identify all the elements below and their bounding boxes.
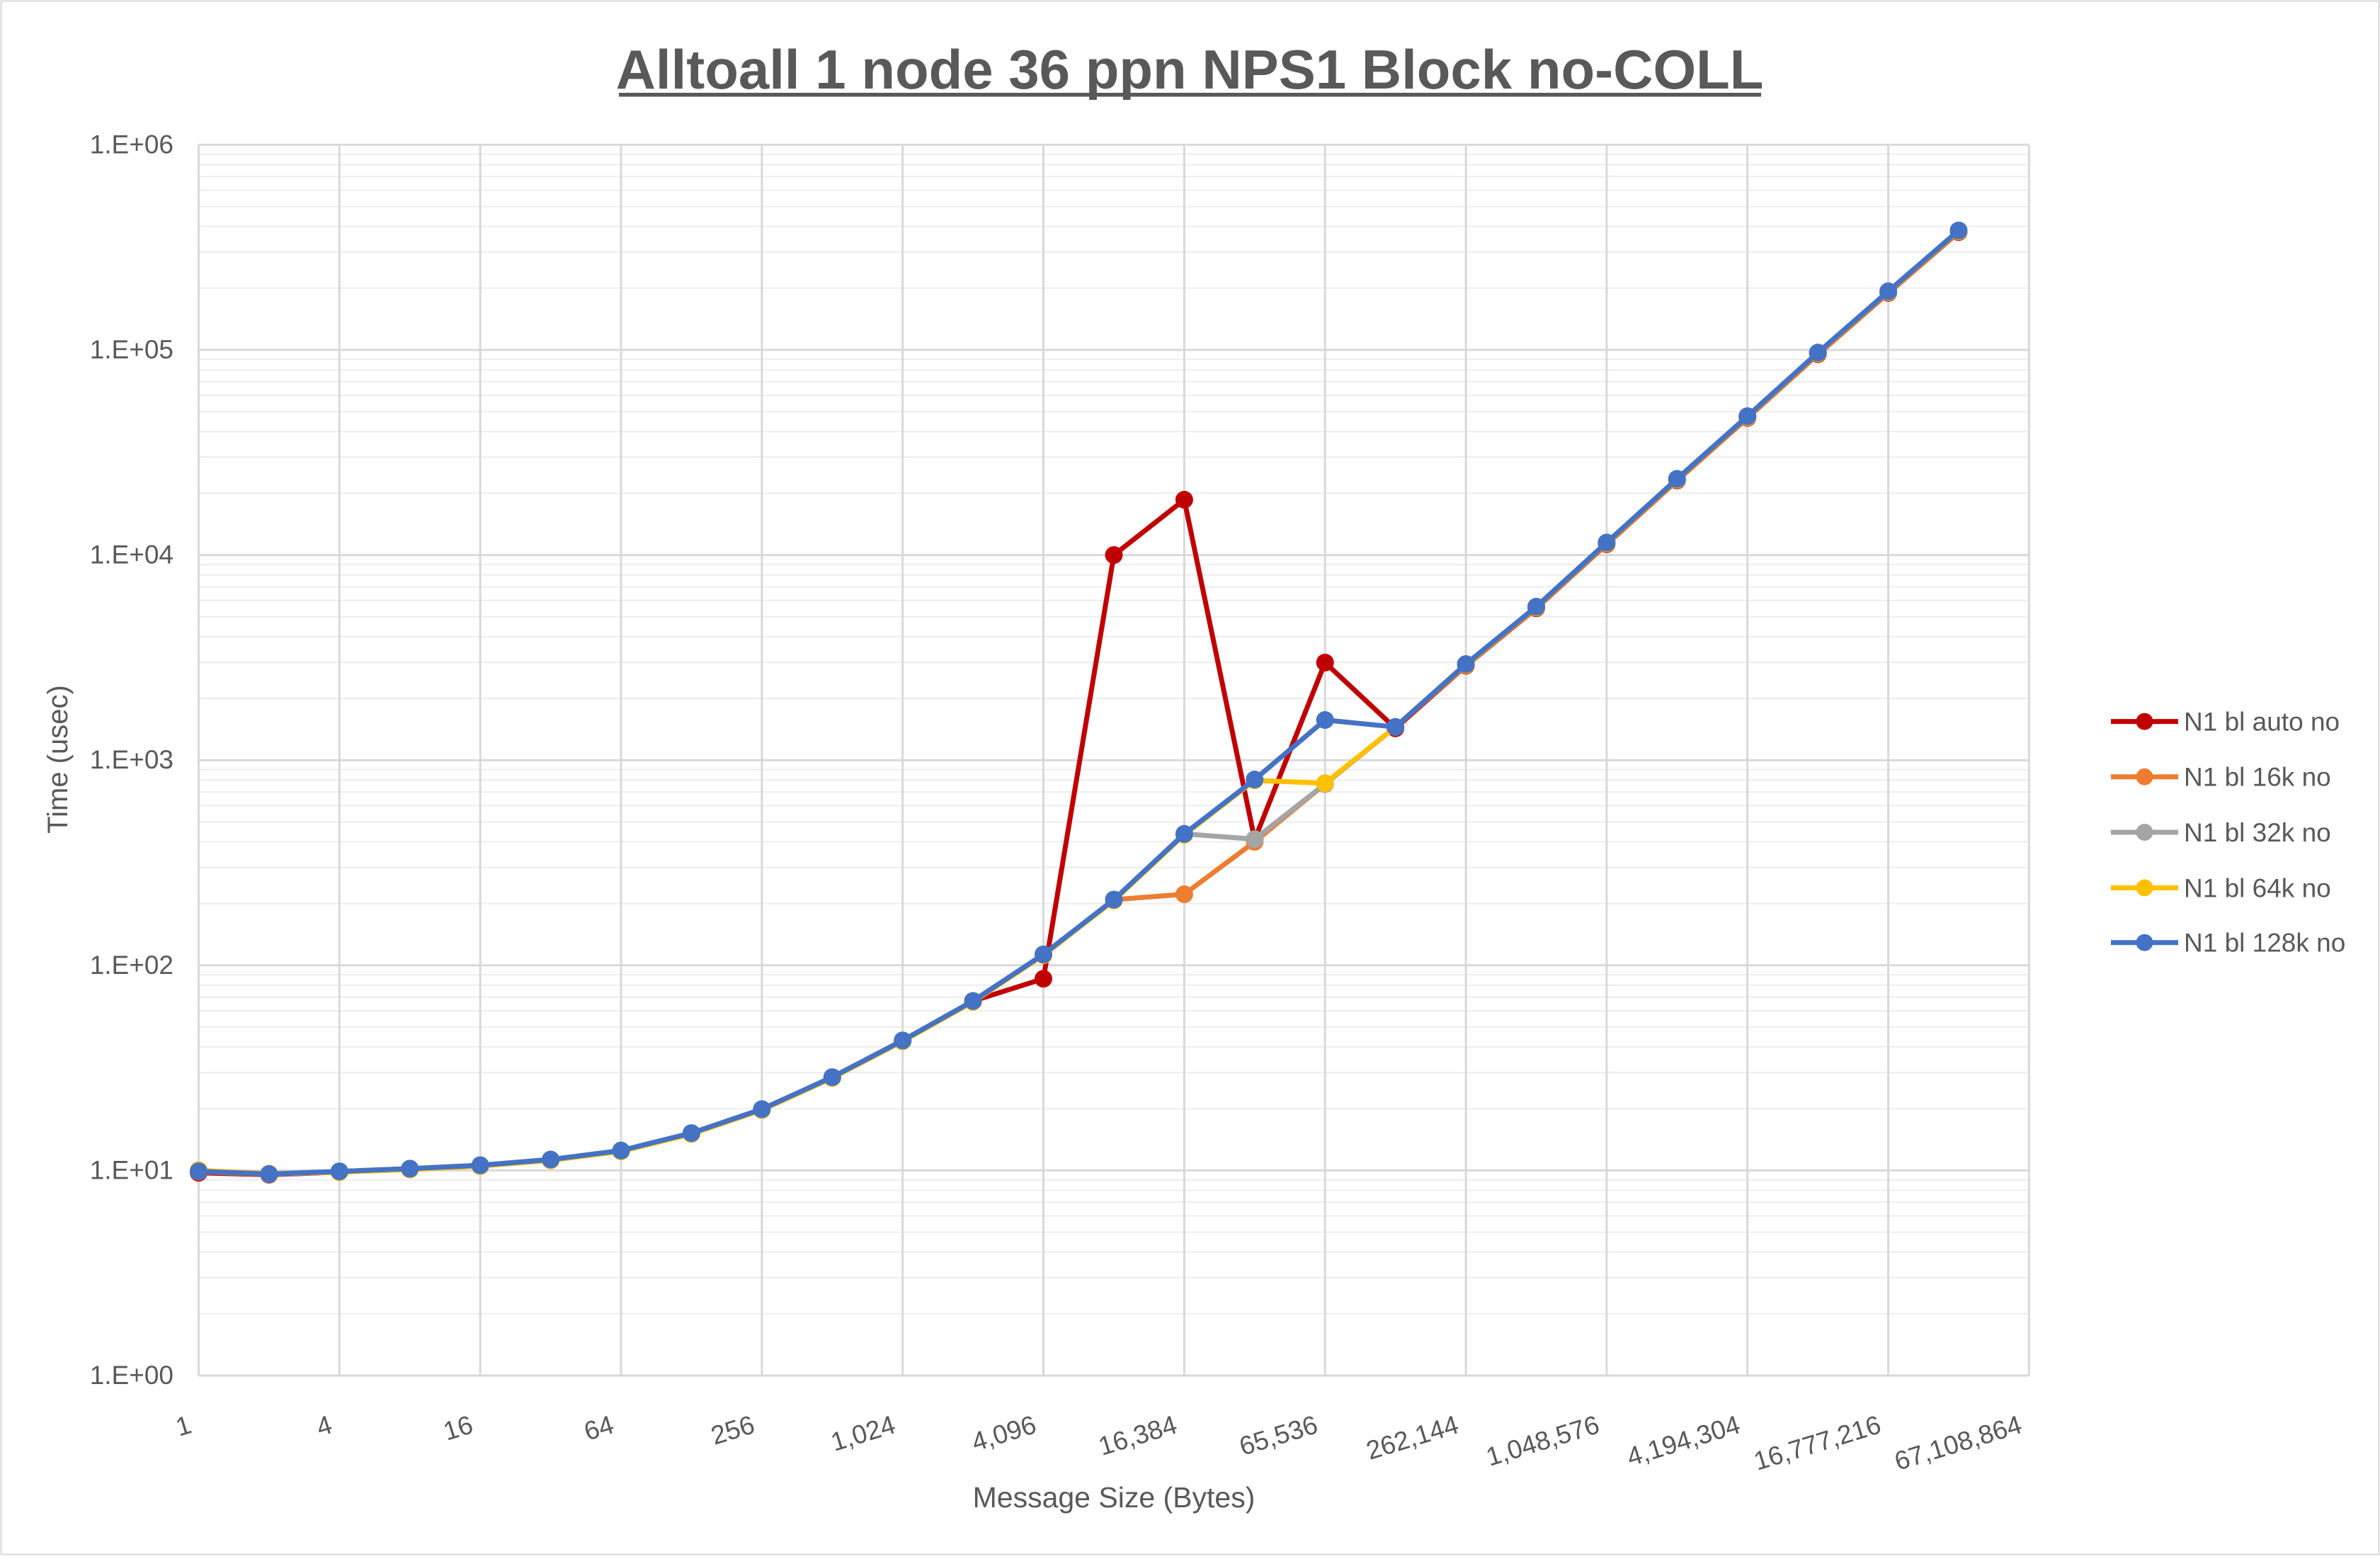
svg-text:N1 bl 64k no: N1 bl 64k no <box>2184 873 2331 902</box>
svg-text:Message Size (Bytes): Message Size (Bytes) <box>973 1481 1256 1514</box>
svg-text:N1 bl 128k no: N1 bl 128k no <box>2184 929 2345 958</box>
svg-text:1.E+03: 1.E+03 <box>90 745 173 774</box>
svg-text:1.E+00: 1.E+00 <box>90 1361 173 1390</box>
svg-text:1.E+06: 1.E+06 <box>90 130 173 159</box>
svg-text:1.E+02: 1.E+02 <box>90 951 173 980</box>
svg-text:1.E+01: 1.E+01 <box>90 1155 173 1184</box>
svg-text:N1 bl 32k no: N1 bl 32k no <box>2184 818 2331 847</box>
svg-text:N1 bl 16k no: N1 bl 16k no <box>2184 763 2331 792</box>
svg-text:Time (usec): Time (usec) <box>42 685 74 834</box>
svg-text:N1 bl auto no: N1 bl auto no <box>2184 708 2340 737</box>
svg-text:1.E+05: 1.E+05 <box>90 335 173 364</box>
svg-text:Alltoall 1 node 36 ppn NPS1 Bl: Alltoall 1 node 36 ppn NPS1 Block no-COL… <box>616 38 1764 101</box>
svg-text:1.E+04: 1.E+04 <box>90 540 173 569</box>
